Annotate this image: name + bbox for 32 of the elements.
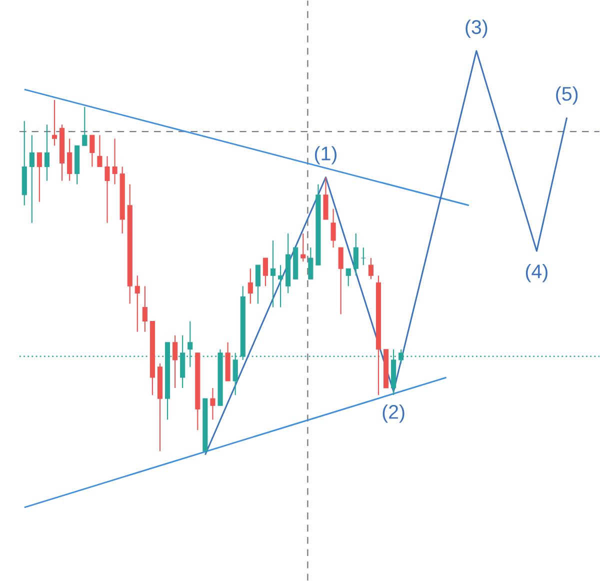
- candlestick: [29, 134, 34, 224]
- candlestick: [82, 106, 88, 146]
- candlestick: [210, 387, 216, 420]
- text: (3): [466, 20, 488, 38]
- candlestick: [67, 138, 72, 182]
- candlestick: [270, 240, 276, 308]
- candlestick: [300, 232, 306, 262]
- candlestick: [255, 264, 260, 304]
- annotation: (2): [382, 404, 404, 423]
- candlestick: [134, 275, 140, 332]
- candlestick: [308, 246, 314, 280]
- candlestick: [112, 138, 118, 185]
- candlestick: [278, 264, 284, 308]
- candlestick: [52, 99, 58, 146]
- candlestick: [44, 124, 50, 182]
- candlestick: [172, 334, 178, 389]
- annotation: (1): [315, 146, 336, 164]
- annotation: (5): [556, 86, 578, 105]
- candlestick: [368, 257, 374, 280]
- candlestick: [338, 246, 344, 315]
- annotation: (4): [526, 264, 548, 282]
- candlestick: [142, 286, 148, 332]
- candlestick: [353, 232, 358, 276]
- candlestick: [360, 246, 366, 266]
- candlestick: [97, 134, 102, 168]
- candlestick: [346, 268, 351, 287]
- candlestick: [90, 134, 95, 168]
- candlestick: [104, 156, 110, 224]
- candlestick: [36, 152, 42, 202]
- candlestick: [248, 268, 253, 304]
- candlestick: [262, 257, 268, 287]
- candlestick: [330, 208, 336, 248]
